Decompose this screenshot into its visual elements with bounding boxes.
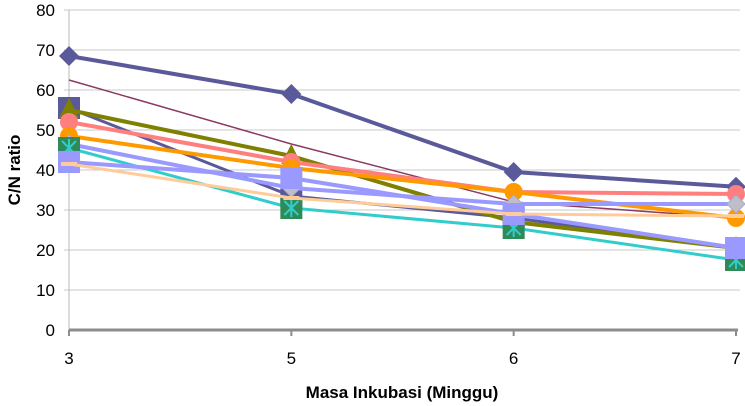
series-2 bbox=[68, 79, 737, 219]
data-point bbox=[726, 194, 745, 214]
series-line bbox=[68, 79, 737, 219]
x-tick-label: 5 bbox=[287, 349, 296, 368]
series-group bbox=[58, 46, 745, 271]
y-tick-label: 0 bbox=[46, 321, 55, 340]
y-axis-title: C/N ratio bbox=[5, 135, 24, 206]
data-point bbox=[503, 162, 524, 182]
series-9 bbox=[58, 151, 745, 259]
y-tick-label: 50 bbox=[36, 121, 55, 140]
x-tick-label: 3 bbox=[64, 349, 73, 368]
x-axis-title: Masa Inkubasi (Minggu) bbox=[306, 383, 499, 402]
series-line bbox=[68, 146, 737, 262]
y-tick-label: 70 bbox=[36, 41, 55, 60]
data-point bbox=[725, 237, 745, 259]
y-tick-label: 60 bbox=[36, 81, 55, 100]
data-point bbox=[505, 212, 522, 216]
data-point bbox=[504, 183, 523, 201]
series-line bbox=[68, 108, 737, 250]
series-line bbox=[68, 160, 737, 250]
data-point bbox=[59, 98, 79, 118]
y-axis-ticks: 0 10 20 30 40 50 60 70 80 bbox=[36, 1, 55, 340]
series-line bbox=[68, 54, 737, 189]
data-point bbox=[283, 196, 300, 200]
data-point bbox=[61, 162, 77, 166]
y-tick-label: 40 bbox=[36, 161, 55, 180]
series-10 bbox=[61, 162, 744, 218]
y-tick-label: 30 bbox=[36, 201, 55, 220]
y-tick-label: 10 bbox=[36, 281, 55, 300]
x-axis-ticks: 3 5 6 7 bbox=[64, 330, 741, 368]
data-point bbox=[59, 46, 79, 66]
data-point bbox=[281, 84, 302, 104]
series-line bbox=[68, 120, 737, 196]
star-icon bbox=[283, 199, 300, 217]
y-tick-label: 80 bbox=[36, 1, 55, 20]
data-point bbox=[60, 113, 78, 131]
data-point bbox=[727, 185, 745, 203]
x-tick-label: 6 bbox=[509, 349, 518, 368]
data-point bbox=[280, 167, 303, 189]
series-line bbox=[68, 162, 737, 218]
x-tick-label: 7 bbox=[731, 349, 740, 368]
data-point bbox=[728, 214, 744, 218]
y-tick-label: 20 bbox=[36, 241, 55, 260]
